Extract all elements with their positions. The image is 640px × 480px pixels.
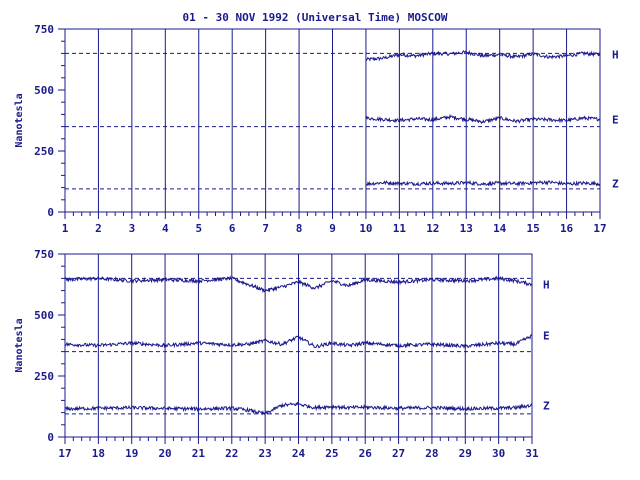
series-label-e: E — [543, 330, 550, 343]
x-tick-label: 28 — [425, 447, 438, 460]
chart-title: 01 - 30 NOV 1992 (Universal Time) MOSCOW — [183, 11, 448, 24]
x-tick-label: 21 — [192, 447, 206, 460]
x-tick-label: 4 — [162, 222, 169, 235]
panel-17-31-nov: 17 18 19 20 21 22 23 24 25 26 27 28 29 30 31 0 250 500 750… — [14, 248, 550, 460]
series-z-trace — [365, 179, 601, 187]
x-tick-label: 8 — [296, 222, 303, 235]
x-tick-label: 27 — [392, 447, 405, 460]
y-axis-label: Nanotesla — [14, 93, 25, 147]
x-tick-label: 22 — [225, 447, 238, 460]
x-tick-label: 6 — [229, 222, 236, 235]
x-tick-label: 18 — [92, 447, 105, 460]
x-tick-label: 15 — [527, 222, 540, 235]
x-tick-label: 1 — [62, 222, 69, 235]
y-tick-label: 0 — [47, 431, 54, 444]
x-tick-label: 16 — [560, 222, 574, 235]
x-tick-label: 26 — [359, 447, 373, 460]
y-tick-label: 250 — [34, 370, 54, 383]
x-tick-label: 17 — [58, 447, 71, 460]
y-axis-label: Nanotesla — [14, 318, 25, 372]
series-z-trace — [64, 401, 533, 417]
y-tick-label: 500 — [34, 309, 54, 322]
series-e-trace — [64, 334, 533, 350]
x-tick-label: 5 — [195, 222, 202, 235]
x-tick-label: 14 — [493, 222, 507, 235]
x-tick-label: 2 — [95, 222, 102, 235]
x-tick-label: 9 — [329, 222, 336, 235]
x-tick-label: 31 — [525, 447, 539, 460]
x-tick-label: 12 — [426, 222, 439, 235]
x-tick-label: 30 — [492, 447, 505, 460]
x-tick-label: 24 — [292, 447, 306, 460]
series-label-h: H — [612, 49, 619, 62]
x-tick-label: 17 — [593, 222, 606, 235]
y-tick-label: 750 — [34, 248, 54, 261]
x-tick-label: 25 — [325, 447, 338, 460]
y-tick-label: 500 — [34, 84, 54, 97]
x-tick-label: 3 — [129, 222, 136, 235]
y-tick-label: 250 — [34, 145, 54, 158]
series-e-trace — [365, 113, 601, 125]
series-h-trace — [64, 275, 533, 294]
panel-1-17-nov: 1 2 3 4 5 6 7 8 9 10 11 12 13 14 15 16 170250500750Nanot… — [14, 23, 619, 235]
x-tick-label: 11 — [393, 222, 407, 235]
series-h-trace — [365, 49, 601, 62]
y-tick-label: 750 — [34, 23, 54, 36]
series-label-z: Z — [543, 399, 550, 412]
x-tick-label: 29 — [459, 447, 472, 460]
x-tick-label: 13 — [460, 222, 473, 235]
series-label-e: E — [612, 113, 619, 126]
x-tick-label: 23 — [259, 447, 272, 460]
x-tick-label: 10 — [359, 222, 372, 235]
y-tick-label: 0 — [47, 206, 54, 219]
x-tick-label: 7 — [262, 222, 269, 235]
series-label-h: H — [543, 279, 550, 292]
x-tick-label: 20 — [158, 447, 171, 460]
series-label-z: Z — [612, 178, 619, 191]
x-tick-label: 19 — [125, 447, 138, 460]
